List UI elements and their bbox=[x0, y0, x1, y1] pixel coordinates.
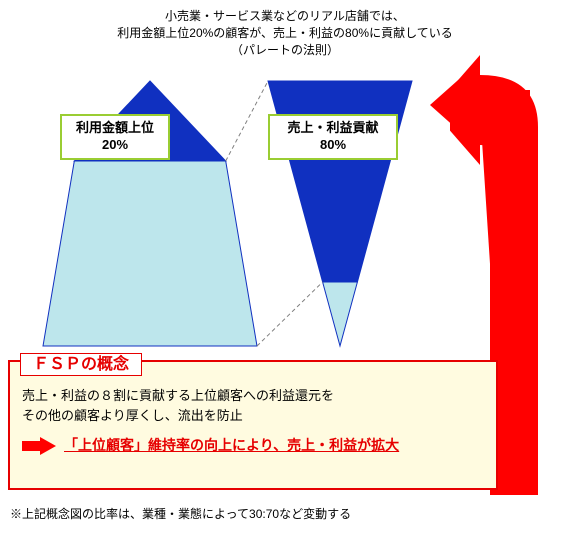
label-right-line2: 80% bbox=[320, 137, 346, 152]
label-left-line2: 20% bbox=[102, 137, 128, 152]
right-triangle-top bbox=[268, 81, 412, 282]
label-left-line1: 利用金額上位 bbox=[76, 120, 154, 135]
fsp-title-wrap: ＦＳＰの概念 bbox=[20, 350, 142, 374]
label-top-customers: 利用金額上位 20% bbox=[60, 114, 170, 160]
mini-arrow-icon bbox=[22, 437, 56, 455]
fsp-title: ＦＳＰの概念 bbox=[20, 353, 142, 376]
fsp-body-line2: その他の顧客より厚くし、流出を防止 bbox=[22, 408, 243, 423]
fsp-concept-box: ＦＳＰの概念 売上・利益の８割に貢献する上位顧客への利益還元を その他の顧客より… bbox=[8, 360, 498, 490]
connector-top bbox=[226, 81, 268, 161]
label-right-line1: 売上・利益貢献 bbox=[287, 120, 378, 135]
header-line1: 小売業・サービス業などのリアル店舗では、 bbox=[165, 9, 405, 23]
header-line2: 利用金額上位20%の顧客が、売上・利益の80%に貢献している bbox=[117, 26, 452, 40]
right-triangle-bottom bbox=[323, 282, 358, 346]
header-line3: （パレートの法則） bbox=[231, 43, 339, 57]
header-text: 小売業・サービス業などのリアル店舗では、 利用金額上位20%の顧客が、売上・利益… bbox=[8, 8, 562, 58]
fsp-conclusion-row: 「上位顧客」維持率の向上により、売上・利益が拡大 bbox=[22, 435, 484, 456]
footnote: ※上記概念図の比率は、業種・業態によって30:70など変動する bbox=[10, 505, 351, 522]
fsp-conclusion: 「上位顧客」維持率の向上により、売上・利益が拡大 bbox=[64, 435, 399, 456]
left-triangle-bottom bbox=[43, 161, 257, 346]
label-contribution: 売上・利益貢献 80% bbox=[268, 114, 398, 160]
connector-bottom bbox=[257, 282, 323, 346]
fsp-body: 売上・利益の８割に貢献する上位顧客への利益還元を その他の顧客より厚くし、流出を… bbox=[10, 386, 496, 464]
fsp-body-line1: 売上・利益の８割に貢献する上位顧客への利益還元を bbox=[22, 388, 334, 403]
